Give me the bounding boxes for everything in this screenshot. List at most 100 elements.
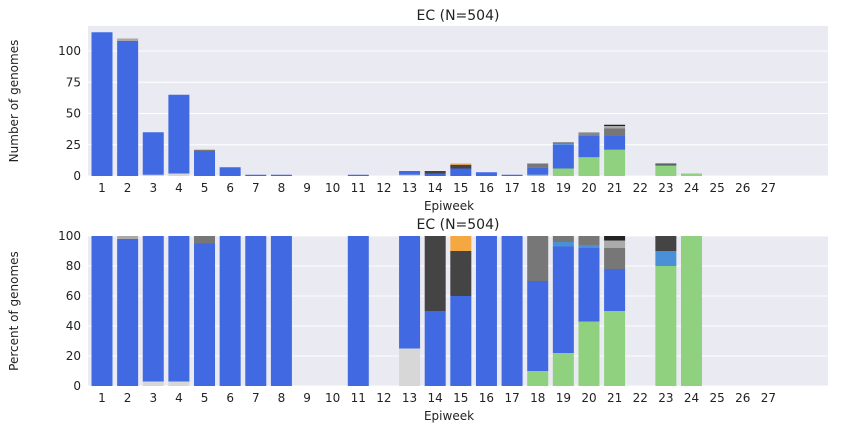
bar-segment xyxy=(604,128,626,136)
bar-segment xyxy=(680,173,702,176)
x-tick-label: 12 xyxy=(376,391,391,405)
y-tick-label: 20 xyxy=(66,349,81,363)
bar-segment xyxy=(450,163,472,165)
x-tick-label: 16 xyxy=(479,391,494,405)
bar-segment xyxy=(424,171,446,174)
bar-segment xyxy=(552,246,574,353)
bar-segment xyxy=(552,143,574,145)
bar-segment xyxy=(117,41,139,176)
bar-segment xyxy=(194,149,216,151)
x-tick-label: 2 xyxy=(124,181,132,195)
bar-segment xyxy=(680,236,702,386)
bar-segment xyxy=(117,38,139,41)
bar-segment xyxy=(142,174,164,176)
bar-segment xyxy=(578,133,600,135)
x-tick-label: 6 xyxy=(226,391,234,405)
x-tick-label: 5 xyxy=(201,181,209,195)
x-tick-label: 20 xyxy=(581,181,596,195)
x-tick-label: 9 xyxy=(303,181,311,195)
bar-segment xyxy=(424,236,446,311)
x-tick-label: 13 xyxy=(402,391,417,405)
x-axis-label: Epiweek xyxy=(424,199,474,213)
bar-segment xyxy=(552,236,574,242)
bar-segment xyxy=(578,136,600,158)
bar-segment xyxy=(475,236,497,386)
bar-segment xyxy=(527,174,549,176)
bar-segment xyxy=(552,353,574,386)
x-tick-label: 11 xyxy=(351,181,366,195)
bar-segment xyxy=(501,236,523,386)
x-tick-label: 10 xyxy=(325,181,340,195)
bar-segment xyxy=(347,174,369,176)
bar-segment xyxy=(604,124,626,126)
bar-segment xyxy=(527,167,549,175)
y-axis-label: Percent of genomes xyxy=(7,251,21,371)
bar-segment xyxy=(604,311,626,386)
bar-segment xyxy=(552,144,574,169)
x-tick-label: 6 xyxy=(226,181,234,195)
y-tick-label: 100 xyxy=(58,229,81,243)
bar-segment xyxy=(578,248,600,322)
bar-segment xyxy=(194,243,216,386)
x-tick-label: 9 xyxy=(303,391,311,405)
bar-segment xyxy=(552,142,574,144)
x-tick-label: 21 xyxy=(607,181,622,195)
bar-segment xyxy=(399,174,421,176)
x-tick-label: 7 xyxy=(252,391,260,405)
x-tick-label: 4 xyxy=(175,391,183,405)
y-tick-label: 60 xyxy=(66,289,81,303)
x-tick-label: 4 xyxy=(175,181,183,195)
x-tick-label: 15 xyxy=(453,181,468,195)
bar-segment xyxy=(604,126,626,129)
x-axis-label: Epiweek xyxy=(424,409,474,423)
bar-segment xyxy=(117,239,139,386)
bar-segment xyxy=(142,381,164,386)
y-tick-label: 100 xyxy=(58,44,81,58)
x-tick-label: 23 xyxy=(658,391,673,405)
bar-segment xyxy=(91,32,113,176)
bar-segment xyxy=(604,269,626,311)
x-tick-label: 8 xyxy=(278,181,286,195)
x-tick-label: 24 xyxy=(684,391,699,405)
bar-segment xyxy=(578,236,600,245)
bar-segment xyxy=(450,168,472,176)
bar-segment xyxy=(527,163,549,168)
bar-segment xyxy=(245,236,267,386)
bar-segment xyxy=(475,172,497,176)
bar-segment xyxy=(270,236,292,386)
x-tick-label: 20 xyxy=(581,391,596,405)
bar-segment xyxy=(527,371,549,386)
bar-segment xyxy=(552,242,574,247)
x-tick-labels: 1 2 3 4 5 6 7 8 9 10 11 12 13 14 15 16 17 18 19 20 21 22 23 24 2… xyxy=(98,181,776,195)
x-tick-label: 11 xyxy=(351,391,366,405)
x-tick-label: 1 xyxy=(98,181,106,195)
bar-segment xyxy=(194,151,216,176)
bar-segment xyxy=(424,311,446,386)
bar-segment xyxy=(578,245,600,248)
x-tick-label: 18 xyxy=(530,391,545,405)
bar-segment xyxy=(424,173,446,176)
x-tick-label: 10 xyxy=(325,391,340,405)
bar-segment xyxy=(604,236,626,241)
bar-segment xyxy=(604,149,626,176)
bar-segment xyxy=(450,296,472,386)
bar-segment xyxy=(655,164,677,166)
bar-segment xyxy=(655,266,677,386)
x-tick-label: 26 xyxy=(735,181,750,195)
x-tick-label: 13 xyxy=(402,181,417,195)
x-tick-label: 16 xyxy=(479,181,494,195)
bars xyxy=(91,32,702,176)
bar-segment xyxy=(604,240,626,248)
x-tick-label: 3 xyxy=(149,181,157,195)
y-axis-label: Number of genomes xyxy=(7,40,21,163)
bar-segment xyxy=(168,173,190,176)
bar-segment xyxy=(399,236,421,349)
bar-segment xyxy=(578,157,600,176)
y-tick-label: 0 xyxy=(73,169,81,183)
x-tick-label: 22 xyxy=(633,391,648,405)
bar-segment xyxy=(655,166,677,176)
bar-segment xyxy=(527,281,549,371)
bar-segment xyxy=(399,171,421,175)
